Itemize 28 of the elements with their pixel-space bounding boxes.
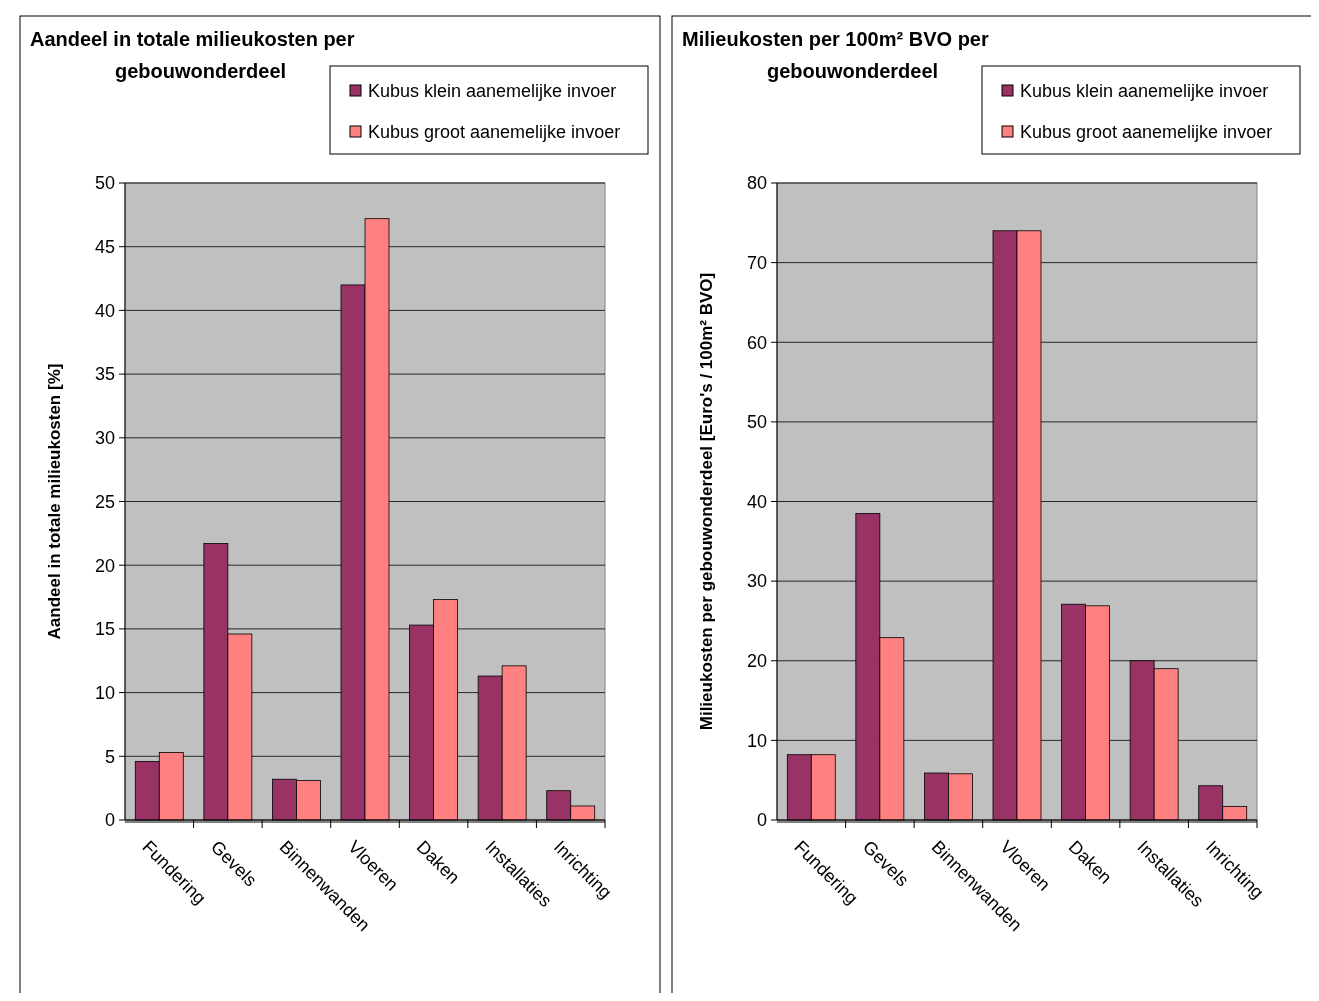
- y-tick-label: 15: [94, 619, 115, 640]
- y-tick-label: 50: [746, 412, 767, 433]
- legend-label: Kubus klein aanemelijke invoer: [1020, 81, 1269, 102]
- y-axis-title: Milieukosten per gebouwonderdeel [Euro's / 100m² BVO]: [697, 272, 716, 731]
- y-tick-label: 70: [746, 252, 767, 273]
- chart-title: Milieukosten per 100m² BVO per gebouwonderdeel: [682, 28, 989, 82]
- y-tick-label: 20: [94, 555, 115, 576]
- y-axis-title: Aandeel in totale milieukosten [%]: [45, 363, 64, 640]
- y-tick-label: 35: [94, 364, 115, 385]
- chart-title: Aandeel in totale milieukosten per gebouwonderdeel: [30, 28, 355, 82]
- y-tick-label: 0: [756, 810, 767, 831]
- y-tick-label: 45: [94, 237, 115, 257]
- y-tick-label: 40: [746, 491, 767, 512]
- y-tick-label: 10: [94, 682, 115, 703]
- y-tick-label: 60: [746, 332, 767, 353]
- y-tick-label: 10: [746, 730, 767, 751]
- y-tick-label: 50: [94, 173, 115, 194]
- y-tick-label: 5: [104, 746, 115, 767]
- y-tick-label: 0: [104, 810, 115, 831]
- y-tick-label: 25: [94, 491, 115, 512]
- y-tick-label: 30: [94, 428, 115, 449]
- legend-label: Kubus groot aanemelijke invoer: [1020, 122, 1273, 143]
- y-tick-label: 40: [94, 300, 115, 321]
- legend-label: Kubus klein aanemelijke invoer: [368, 81, 617, 102]
- y-tick-label: 30: [746, 571, 767, 592]
- y-tick-label: 20: [746, 651, 767, 672]
- legend-label: Kubus groot aanemelijke invoer: [368, 122, 621, 143]
- y-tick-label: 80: [746, 173, 767, 194]
